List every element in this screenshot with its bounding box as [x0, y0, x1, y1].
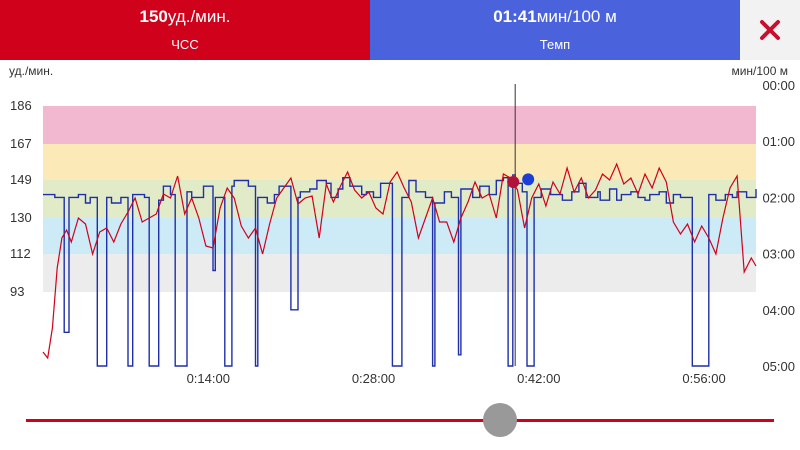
slider-track[interactable]: [26, 419, 774, 422]
time-tick-label: 0:42:00: [517, 371, 560, 386]
hr-cursor-marker: [507, 176, 520, 188]
time-slider[interactable]: [26, 402, 774, 438]
hr-zone-band: [43, 144, 756, 180]
header: 150уд./мин. ЧСС 01:41мин/100 м Темп: [0, 0, 800, 60]
hr-tick-label: 112: [10, 246, 31, 261]
pace-label: Темп: [539, 37, 571, 52]
slider-thumb[interactable]: [483, 403, 518, 437]
hr-tick-label: 93: [10, 284, 24, 299]
pace-tick-label: 04:00: [762, 303, 795, 318]
heart-rate-value: 150: [139, 7, 168, 26]
hr-zone-band: [43, 218, 756, 254]
pace-value: 01:41: [493, 7, 537, 26]
hr-tick-label: 186: [10, 98, 32, 113]
pace-series-line: [43, 174, 757, 367]
hr-zone-band: [43, 106, 756, 144]
pace-tick-label: 05:00: [762, 359, 795, 374]
close-button[interactable]: [740, 0, 800, 60]
hr-pace-chart[interactable]: 186 167 149 130 112 93 00:00 01:00 02:00 03:00 04:…: [0, 0, 800, 400]
hr-tick-label: 130: [10, 210, 32, 225]
time-tick-label: 0:14:00: [187, 371, 230, 386]
heart-rate-readout: 150уд./мин.: [0, 7, 370, 27]
hr-zone-band: [43, 180, 756, 218]
right-axis-unit: мин/100 м: [731, 64, 788, 78]
hr-series-line: [42, 162, 757, 360]
pace-cursor-marker: [522, 173, 535, 186]
pace-readout: 01:41мин/100 м: [370, 7, 740, 27]
pace-tick-label: 02:00: [762, 190, 795, 205]
time-tick-label: 0:56:00: [682, 371, 725, 386]
pace-tile: 01:41мин/100 м Темп: [370, 0, 740, 60]
heart-rate-unit: уд./мин.: [167, 7, 231, 26]
close-icon: [760, 20, 780, 40]
left-axis-unit: уд./мин.: [9, 64, 54, 78]
pace-tick-label: 03:00: [762, 247, 795, 262]
hr-zone-band: [43, 254, 756, 292]
pace-unit: мин/100 м: [536, 7, 617, 26]
heart-rate-tile: 150уд./мин. ЧСС: [0, 0, 370, 60]
pace-tick-label: 01:00: [762, 134, 795, 149]
hr-tick-label: 149: [10, 172, 32, 187]
time-tick-label: 0:28:00: [352, 371, 395, 386]
pace-tick-label: 00:00: [762, 78, 795, 93]
hr-tick-label: 167: [10, 136, 32, 151]
heart-rate-label: ЧСС: [171, 37, 199, 52]
